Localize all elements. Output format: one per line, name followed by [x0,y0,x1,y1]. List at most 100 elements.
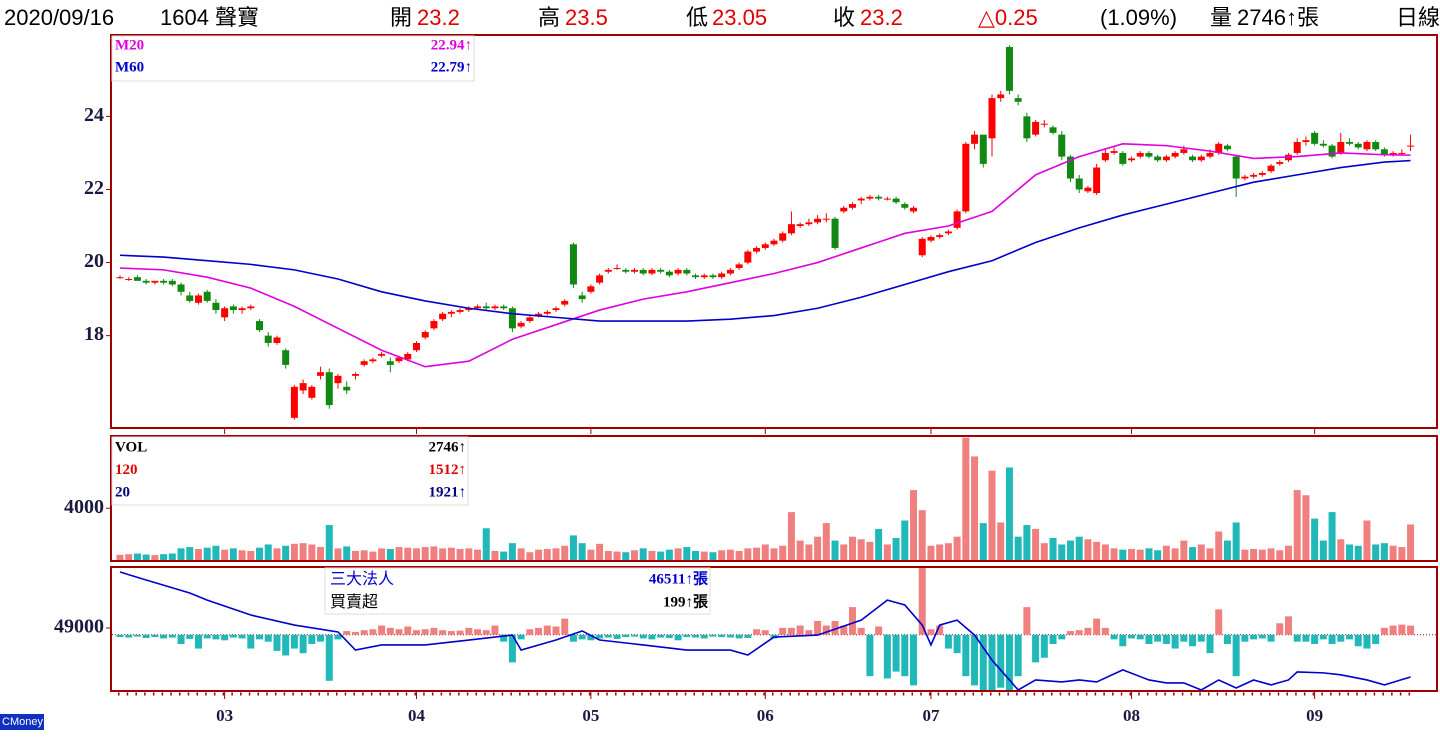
bar [988,634,996,690]
candle-body [1319,143,1327,146]
bar [1101,544,1109,560]
bar [779,627,787,635]
bar [142,634,150,638]
bar [883,634,891,679]
bar [116,554,124,560]
candle-body [430,321,438,329]
bar [535,549,543,560]
candle-body [1398,152,1406,154]
bar [412,548,420,560]
bar [1302,495,1310,560]
bar [491,550,499,560]
bar [1346,544,1354,560]
legend-box [111,35,475,82]
bar [1197,544,1205,560]
candle-body [1276,162,1284,164]
panel-border [110,566,1438,692]
ma-line [119,159,1411,322]
bar [630,550,638,560]
bar [308,544,316,560]
candle-body [151,280,159,283]
candle-body [1302,140,1310,142]
bar [1119,549,1127,560]
candle-body [814,218,822,223]
candle-body [1389,152,1397,155]
candle-body [1171,152,1179,157]
change-pct: (1.09%) [1100,5,1177,30]
bar [299,634,307,654]
bar [796,540,804,560]
bar [622,634,630,638]
bar [657,634,665,638]
bar [412,630,420,635]
candle-body [587,286,595,292]
bar [1293,490,1301,560]
bar [1206,548,1214,560]
candle-body [1049,127,1057,133]
candle-body [1189,156,1197,161]
candle-body [1363,141,1371,150]
bar [203,634,211,639]
bar [1215,609,1223,635]
label: 高 [538,5,560,30]
bar [901,634,909,677]
bar [186,634,194,639]
y-tick-label: 22 [84,177,104,199]
bar [1267,548,1275,560]
bar [273,634,281,651]
legend-name: VOL [115,439,147,455]
candle-body [412,342,420,351]
candle-body [1110,151,1118,153]
bar [936,625,944,635]
candle-body [1119,152,1127,164]
bar [1128,548,1136,560]
bar [1093,618,1101,635]
bar [1023,525,1031,560]
bar [1189,547,1197,560]
bar [1215,531,1223,560]
bar [709,552,717,560]
candle-body [944,231,952,234]
bar [561,545,569,560]
candle-body [979,134,987,164]
bar [1363,634,1371,649]
bar [526,552,534,560]
candle-body [1005,46,1013,91]
bar [944,543,952,560]
bar [587,634,595,641]
candle-body [125,279,133,281]
candle-body [1136,152,1144,157]
bar [1040,634,1048,658]
bar [142,554,150,560]
bar [177,634,185,644]
candle-body [177,284,185,292]
value: 23.5 [565,5,608,30]
candle-body [1380,149,1388,155]
bar [718,550,726,560]
bar [971,634,979,686]
candle-body [657,269,665,272]
bar [648,550,656,560]
bar [491,625,499,635]
candle-body [168,280,176,285]
bar [290,543,298,560]
bar [273,548,281,560]
bar [1180,634,1188,642]
bar [1232,634,1240,677]
candle-body [997,94,1005,99]
bar [1093,541,1101,560]
candle-body [378,353,386,356]
bar [1250,634,1258,640]
candle-body [421,331,429,338]
candle-body [482,306,490,309]
ma-line [119,142,1411,368]
bar [447,547,455,560]
candle-body [369,359,377,362]
bar [822,625,830,635]
bar [404,547,412,560]
candle-body [569,244,577,285]
bar [517,548,525,560]
bar [151,634,159,638]
